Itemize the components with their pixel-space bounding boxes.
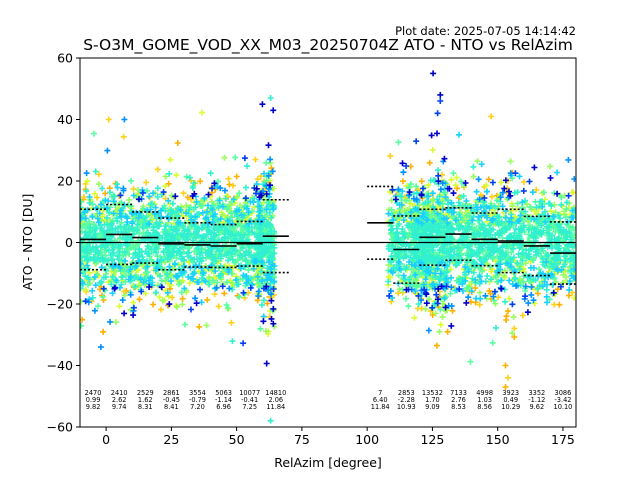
bin-count-label: 5063 [215,389,232,397]
y-tick-label: −20 [47,297,73,312]
plot-date: Plot date: 2025-07-05 14:14:42 [395,24,576,38]
bin-mean-label: -0.41 [241,396,258,404]
x-tick-label: 150 [486,432,510,447]
y-tick-label: 60 [57,51,73,66]
bin-mean-label: 2.06 [268,396,283,404]
bin-mean-label: -1.14 [215,396,232,404]
bin-std-label: 9.62 [529,403,544,411]
bin-std-label: 10.29 [501,403,520,411]
bin-mean-label: 2.62 [112,396,127,404]
bin-std-label: 10.93 [397,403,416,411]
y-tick-label: 0 [65,235,73,250]
bin-mean-label: 0.99 [86,396,101,404]
bin-count-label: 10077 [239,389,260,397]
x-tick-label: 0 [102,432,110,447]
x-tick-label: 75 [294,432,310,447]
x-tick-label: 100 [355,432,379,447]
x-tick-label: 50 [229,432,245,447]
bin-count-label: 2470 [85,389,102,397]
bin-count-label: 2861 [163,389,180,397]
bin-count-label: 3923 [502,389,519,397]
chart-title: S-O3M_GOME_VOD_XX_M03_20250704Z ATO - NT… [83,36,573,55]
y-axis-ticks: −60 −40 −20 0 20 40 60 [47,51,80,435]
x-tick-label: 25 [163,432,179,447]
x-axis-label: RelAzim [degree] [274,455,382,470]
bin-mean-label: -3.42 [554,396,571,404]
scatter-marker-group [111,70,561,367]
bin-std-label: 7.20 [190,403,205,411]
bin-mean-label: -0.45 [163,396,180,404]
bin-mean-label: -2.28 [398,396,415,404]
bin-mean-label: 1.03 [477,396,492,404]
y-tick-label: 20 [57,174,73,189]
bin-std-label: 7.25 [242,403,257,411]
y-axis-label: ATO - NTO [DU] [20,194,35,291]
bin-std-label: 11.84 [371,403,390,411]
bin-std-label: 10.10 [554,403,573,411]
bin-count-label: 3554 [189,389,206,397]
bin-mean-label: -0.79 [189,396,206,404]
y-tick-label: −60 [47,420,73,435]
y-tick-label: −40 [47,358,73,373]
x-tick-label: 125 [420,432,444,447]
bin-mean-lines [80,185,576,285]
bin-mean-label: 0.49 [503,396,518,404]
bin-std-label: 8.31 [138,403,153,411]
bin-count-label: 13532 [422,389,443,397]
bin-mean-label: -1.12 [528,396,545,404]
bin-count-label: 14810 [265,389,286,397]
bin-count-label: 7133 [450,389,467,397]
x-axis-ticks: 0 25 50 75 100 125 150 175 [102,427,575,447]
y-tick-label: 40 [57,112,73,127]
bin-mean-label: 2.76 [451,396,466,404]
scatter-points [80,70,576,424]
bin-count-label: 2410 [111,389,128,397]
bin-std-label: 9.82 [86,403,101,411]
bin-mean-label: 6.40 [373,396,388,404]
bin-count-label: 3352 [528,389,545,397]
bin-std-label: 8.56 [477,403,492,411]
bin-std-label: 9.74 [112,403,127,411]
bin-std-label: 6.96 [216,403,231,411]
bin-std-label: 8.41 [164,403,179,411]
bin-count-label: 7 [378,389,382,397]
bin-std-label: 8.53 [451,403,466,411]
bin-mean-label: 1.62 [138,396,153,404]
bin-count-label: 3086 [555,389,572,397]
bin-count-label: 2853 [398,389,415,397]
bin-std-label: 9.09 [425,403,440,411]
bin-mean-label: 1.70 [425,396,440,404]
x-tick-label: 175 [551,432,575,447]
bin-count-label: 4998 [476,389,493,397]
bin-count-label: 2529 [137,389,154,397]
scatter-marker-group [80,131,576,320]
bin-std-label: 11.84 [266,403,285,411]
